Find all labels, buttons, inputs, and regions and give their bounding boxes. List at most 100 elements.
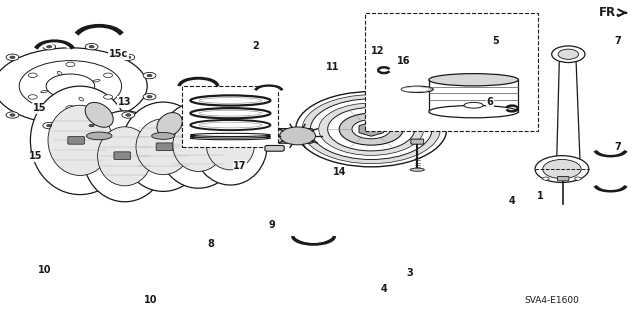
Circle shape <box>66 106 75 110</box>
Circle shape <box>85 122 98 129</box>
Text: 17: 17 <box>233 161 247 171</box>
Text: 3: 3 <box>406 268 413 278</box>
Circle shape <box>147 74 152 77</box>
Circle shape <box>6 112 19 118</box>
Text: 10: 10 <box>38 264 52 275</box>
Circle shape <box>310 99 432 160</box>
Ellipse shape <box>79 97 83 101</box>
Text: 4: 4 <box>381 284 387 294</box>
Circle shape <box>46 74 95 98</box>
Circle shape <box>143 93 156 100</box>
Circle shape <box>126 56 131 58</box>
Circle shape <box>280 127 316 145</box>
Ellipse shape <box>159 102 239 188</box>
Circle shape <box>10 56 15 58</box>
FancyBboxPatch shape <box>265 145 284 151</box>
Circle shape <box>28 73 37 78</box>
Ellipse shape <box>136 119 191 174</box>
Ellipse shape <box>83 111 166 202</box>
Circle shape <box>89 45 94 48</box>
Ellipse shape <box>429 106 518 118</box>
Circle shape <box>122 112 135 118</box>
Text: 13: 13 <box>118 97 132 107</box>
Ellipse shape <box>41 90 48 93</box>
Text: 9: 9 <box>269 220 275 230</box>
FancyBboxPatch shape <box>156 143 173 151</box>
Circle shape <box>143 72 156 79</box>
Text: 8: 8 <box>208 239 214 249</box>
Circle shape <box>296 92 447 167</box>
Circle shape <box>543 160 581 179</box>
Ellipse shape <box>191 133 270 137</box>
Ellipse shape <box>31 86 129 195</box>
Circle shape <box>328 108 415 151</box>
Text: 15: 15 <box>33 103 47 114</box>
Circle shape <box>104 73 113 78</box>
Ellipse shape <box>191 95 270 106</box>
Ellipse shape <box>429 74 518 86</box>
Ellipse shape <box>98 127 152 186</box>
Ellipse shape <box>191 137 270 140</box>
FancyBboxPatch shape <box>68 137 84 144</box>
Ellipse shape <box>410 168 424 171</box>
Text: 12: 12 <box>371 46 385 56</box>
Circle shape <box>543 177 549 180</box>
Circle shape <box>47 45 52 48</box>
Ellipse shape <box>193 105 268 185</box>
Circle shape <box>352 120 390 139</box>
Text: FR.: FR. <box>598 6 626 19</box>
Ellipse shape <box>122 102 205 191</box>
Text: 15: 15 <box>28 151 42 161</box>
Ellipse shape <box>48 105 112 175</box>
Text: 16: 16 <box>396 56 410 66</box>
Circle shape <box>126 114 131 116</box>
Ellipse shape <box>209 111 232 131</box>
Circle shape <box>147 95 152 98</box>
Ellipse shape <box>199 122 262 128</box>
Text: 11: 11 <box>326 62 340 72</box>
Ellipse shape <box>199 98 262 103</box>
Circle shape <box>0 48 147 124</box>
FancyBboxPatch shape <box>114 152 131 160</box>
Ellipse shape <box>93 80 100 82</box>
Ellipse shape <box>157 113 182 136</box>
Circle shape <box>339 113 403 145</box>
Ellipse shape <box>152 132 175 139</box>
Circle shape <box>43 43 56 50</box>
Text: 10: 10 <box>143 295 157 305</box>
Circle shape <box>535 156 589 182</box>
Text: 5: 5 <box>493 36 499 47</box>
Circle shape <box>47 124 52 127</box>
Circle shape <box>575 177 581 180</box>
Ellipse shape <box>173 119 224 171</box>
Circle shape <box>89 124 94 127</box>
Text: 15c: 15c <box>109 49 128 59</box>
Ellipse shape <box>191 108 270 118</box>
Text: SVA4-E1600: SVA4-E1600 <box>525 296 580 305</box>
FancyBboxPatch shape <box>365 13 538 131</box>
Text: 4: 4 <box>509 196 515 206</box>
Circle shape <box>552 46 585 63</box>
Circle shape <box>6 54 19 60</box>
Text: 14: 14 <box>332 167 346 177</box>
Polygon shape <box>544 59 580 175</box>
Ellipse shape <box>401 86 433 93</box>
Ellipse shape <box>86 132 112 140</box>
Circle shape <box>104 95 113 99</box>
Circle shape <box>28 95 37 99</box>
Circle shape <box>43 122 56 129</box>
Circle shape <box>558 49 579 59</box>
Text: 6: 6 <box>486 97 493 107</box>
FancyBboxPatch shape <box>247 129 313 143</box>
Ellipse shape <box>206 120 254 170</box>
Ellipse shape <box>191 120 270 130</box>
Text: 7: 7 <box>614 142 621 152</box>
Ellipse shape <box>199 110 262 116</box>
Ellipse shape <box>85 102 113 127</box>
Ellipse shape <box>58 71 62 75</box>
Circle shape <box>19 61 122 112</box>
FancyBboxPatch shape <box>557 176 569 181</box>
Ellipse shape <box>402 87 431 92</box>
Text: 2: 2 <box>253 41 259 51</box>
Circle shape <box>319 103 424 155</box>
